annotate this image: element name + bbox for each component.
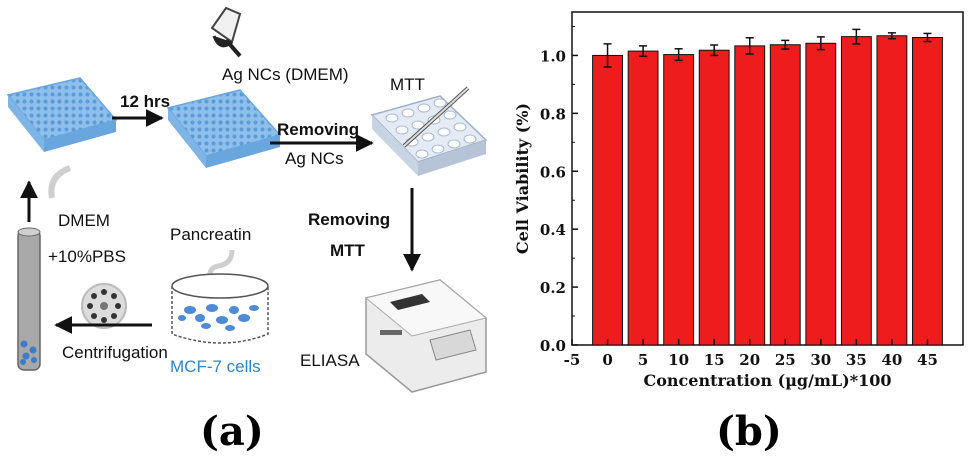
- panel-b-label: (b): [716, 408, 782, 455]
- label-mcf7: MCF-7 cells: [170, 357, 261, 376]
- bar: [627, 50, 659, 346]
- x-tick-label: 20: [739, 351, 760, 369]
- y-axis-label: Cell Viability (%): [513, 103, 532, 254]
- label-dmem-1: DMEM: [58, 211, 110, 230]
- bar: [698, 49, 730, 346]
- panel-b: 0.0 0.2 0.4 0.6 0.8 1.0 -5 0 5 10 15 20 25 30 35 40 45 Co…: [513, 11, 964, 455]
- y-tick-label: 0.8: [540, 105, 566, 123]
- bar: [840, 36, 872, 346]
- bar-chart: 0.0 0.2 0.4 0.6 0.8 1.0 -5 0 5 10 15 20 25 30 35 40 45 Co…: [513, 11, 964, 390]
- label-mtt: MTT: [390, 75, 425, 94]
- centrifuge-rotor-icon: [81, 283, 127, 329]
- bar: [805, 42, 837, 346]
- mtt-plate: [370, 86, 488, 176]
- label-pancreatin: Pancreatin: [170, 225, 251, 244]
- bar: [734, 45, 766, 346]
- x-tick-label: 0: [602, 351, 612, 369]
- label-eliasa: ELIASA: [300, 351, 360, 370]
- well-plate-left: [6, 77, 118, 152]
- bar: [912, 36, 943, 346]
- x-tick-label: 25: [775, 351, 796, 369]
- label-removing-ag-1: Removing: [277, 120, 359, 139]
- centrifuge-tube-icon: [17, 227, 41, 371]
- x-tick-label: 40: [881, 351, 902, 369]
- plot-frame: [571, 11, 964, 346]
- petri-dish-icon: [171, 273, 269, 344]
- y-tick-label: 0.4: [540, 221, 566, 239]
- x-tick-label: 15: [704, 351, 725, 369]
- curved-arrow: [48, 165, 72, 199]
- label-ag-ncs-dmem: Ag NCs (DMEM): [222, 65, 349, 84]
- eliasa-reader-icon: [364, 279, 488, 393]
- y-tick-label: 0.0: [540, 337, 566, 355]
- x-axis-label: Concentration (µg/mL)*100: [644, 371, 892, 390]
- bar: [769, 44, 801, 346]
- panel-a-label: (a): [200, 408, 264, 455]
- x-tick-label: 35: [846, 351, 867, 369]
- label-removing-mtt-1: Removing: [308, 210, 390, 229]
- y-tick-label: 0.2: [540, 279, 566, 297]
- panel-a: 12 hrs Ag NCs (DMEM) Removing Ag NCs MTT…: [6, 6, 488, 455]
- x-tick-label: 45: [917, 351, 938, 369]
- x-tick-label: 30: [810, 351, 831, 369]
- label-12hrs: 12 hrs: [120, 92, 170, 111]
- bar: [663, 54, 695, 346]
- bar: [876, 35, 908, 346]
- y-tick-label: 1.0: [540, 47, 566, 65]
- bar: [592, 54, 623, 346]
- label-centrifugation: Centrifugation: [62, 343, 168, 362]
- x-tick-label: 10: [668, 351, 689, 369]
- x-tick-label: -5: [564, 351, 581, 369]
- label-dmem-2: +10%PBS: [48, 247, 126, 266]
- pipette-bottle-icon: [210, 6, 242, 58]
- label-removing-ag-2: Ag NCs: [285, 149, 344, 168]
- y-tick-label: 0.6: [540, 163, 566, 181]
- well-plate-right: [166, 89, 282, 168]
- label-removing-mtt-2: MTT: [330, 241, 366, 260]
- x-tick-label: 5: [638, 351, 648, 369]
